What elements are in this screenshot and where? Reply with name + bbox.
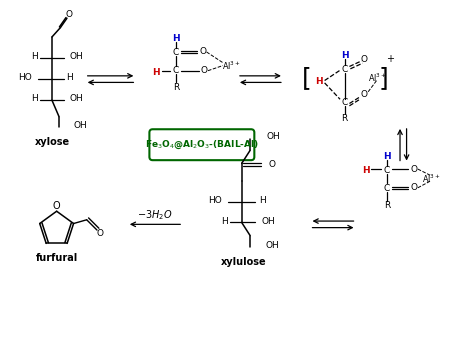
Text: H: H [172,34,180,43]
Text: C: C [384,166,390,175]
Text: H: H [66,73,73,82]
Text: HO: HO [18,73,32,82]
Text: ]: ] [378,66,388,90]
Text: R: R [342,114,348,124]
Text: H: H [31,94,38,103]
Text: H: H [153,67,160,77]
Text: furfural: furfural [36,253,78,263]
Text: O: O [201,66,208,75]
FancyBboxPatch shape [149,129,255,160]
Text: H: H [31,52,38,61]
Text: O: O [361,90,368,99]
Text: O: O [410,183,418,192]
Text: H: H [221,217,228,225]
Text: O: O [53,201,61,211]
Text: O: O [200,48,207,56]
Text: O: O [410,165,418,174]
Text: OH: OH [261,217,275,225]
Text: O: O [268,160,275,169]
Text: Fe$_3$O$_4$@Al$_2$O$_3$-(BAIL-Al): Fe$_3$O$_4$@Al$_2$O$_3$-(BAIL-Al) [145,138,259,151]
Text: C: C [173,66,179,75]
Text: R: R [173,83,179,92]
Text: O: O [65,10,73,20]
Text: Al$^{3+}$: Al$^{3+}$ [368,71,387,84]
Text: OH: OH [265,241,279,250]
Text: OH: OH [70,52,83,61]
Text: C: C [342,65,348,74]
Text: H: H [362,166,370,175]
Text: HO: HO [208,196,222,205]
Text: [: [ [301,66,311,90]
Text: $-3H_2O$: $-3H_2O$ [137,208,173,222]
Text: Al$^{3+}$: Al$^{3+}$ [422,172,441,185]
Text: OH: OH [70,94,83,103]
Text: C: C [342,98,348,107]
Text: Al$^{3+}$: Al$^{3+}$ [222,59,241,72]
Text: H: H [383,152,391,161]
Text: +: + [386,54,394,64]
Text: H: H [341,51,348,60]
Text: H: H [259,196,266,205]
Text: xylulose: xylulose [221,257,267,267]
Text: H: H [315,77,323,86]
Text: C: C [173,48,179,57]
Text: xylose: xylose [35,137,70,147]
Text: O: O [361,55,368,64]
Text: O: O [97,229,104,238]
Text: OH: OH [74,121,88,131]
Text: R: R [384,201,390,210]
Text: OH: OH [266,132,280,141]
Text: C: C [384,184,390,193]
